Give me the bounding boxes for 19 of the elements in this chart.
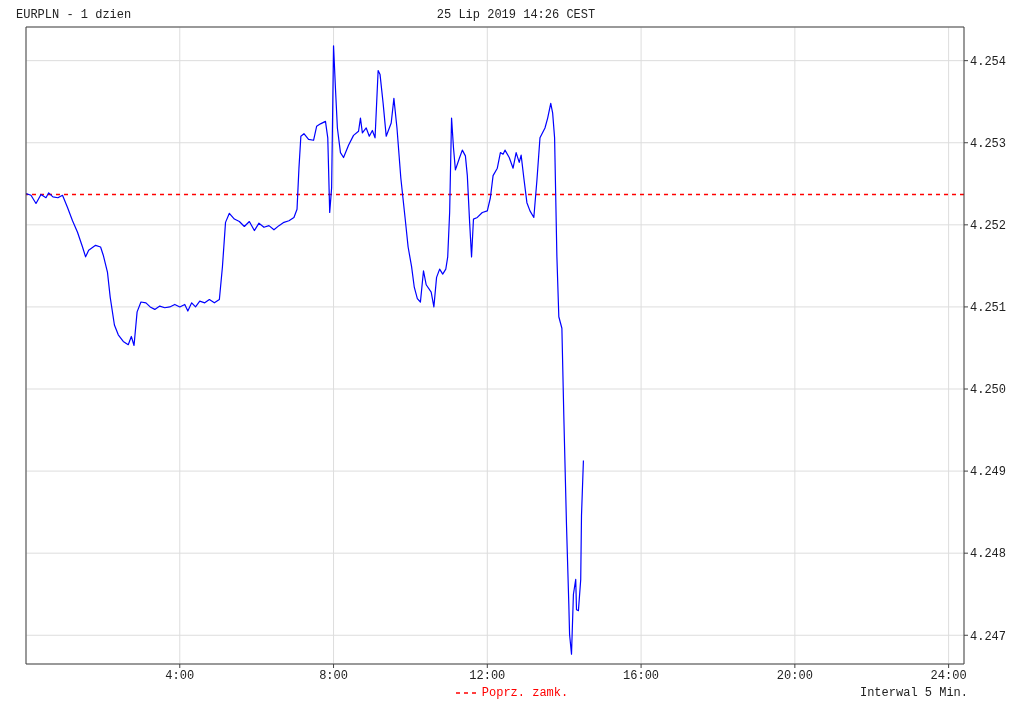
- y-tick-label: 4.253: [970, 137, 1007, 151]
- y-tick-label: 4.254: [970, 54, 1007, 69]
- line-series: [26, 45, 585, 655]
- y-tick-label: 4.251: [970, 301, 1007, 316]
- y-tick-label: 4.248: [970, 547, 1007, 562]
- x-tick-label: 4:00: [165, 668, 195, 683]
- x-tick-label: 12:00: [469, 668, 506, 683]
- x-tick-label: 8:00: [319, 668, 348, 683]
- y-tick-label: 4.249: [970, 465, 1007, 480]
- legend-label: Poprz. zamk.: [481, 686, 569, 700]
- y-tick-label: 4.247: [970, 629, 1007, 644]
- chart-subtitle: 25 Lip 2019 14:26 CEST: [436, 8, 596, 22]
- y-tick-label: 4.250: [970, 383, 1007, 398]
- chart-title: EURPLN - 1 dzien: [16, 8, 132, 22]
- text: Interwal 5 Min.: [859, 686, 968, 700]
- x-tick-label: 16:00: [623, 668, 660, 683]
- x-tick-label: 24:00: [930, 668, 967, 683]
- y-tick-label: 4.252: [970, 219, 1007, 234]
- x-tick-label: 20:00: [776, 668, 813, 683]
